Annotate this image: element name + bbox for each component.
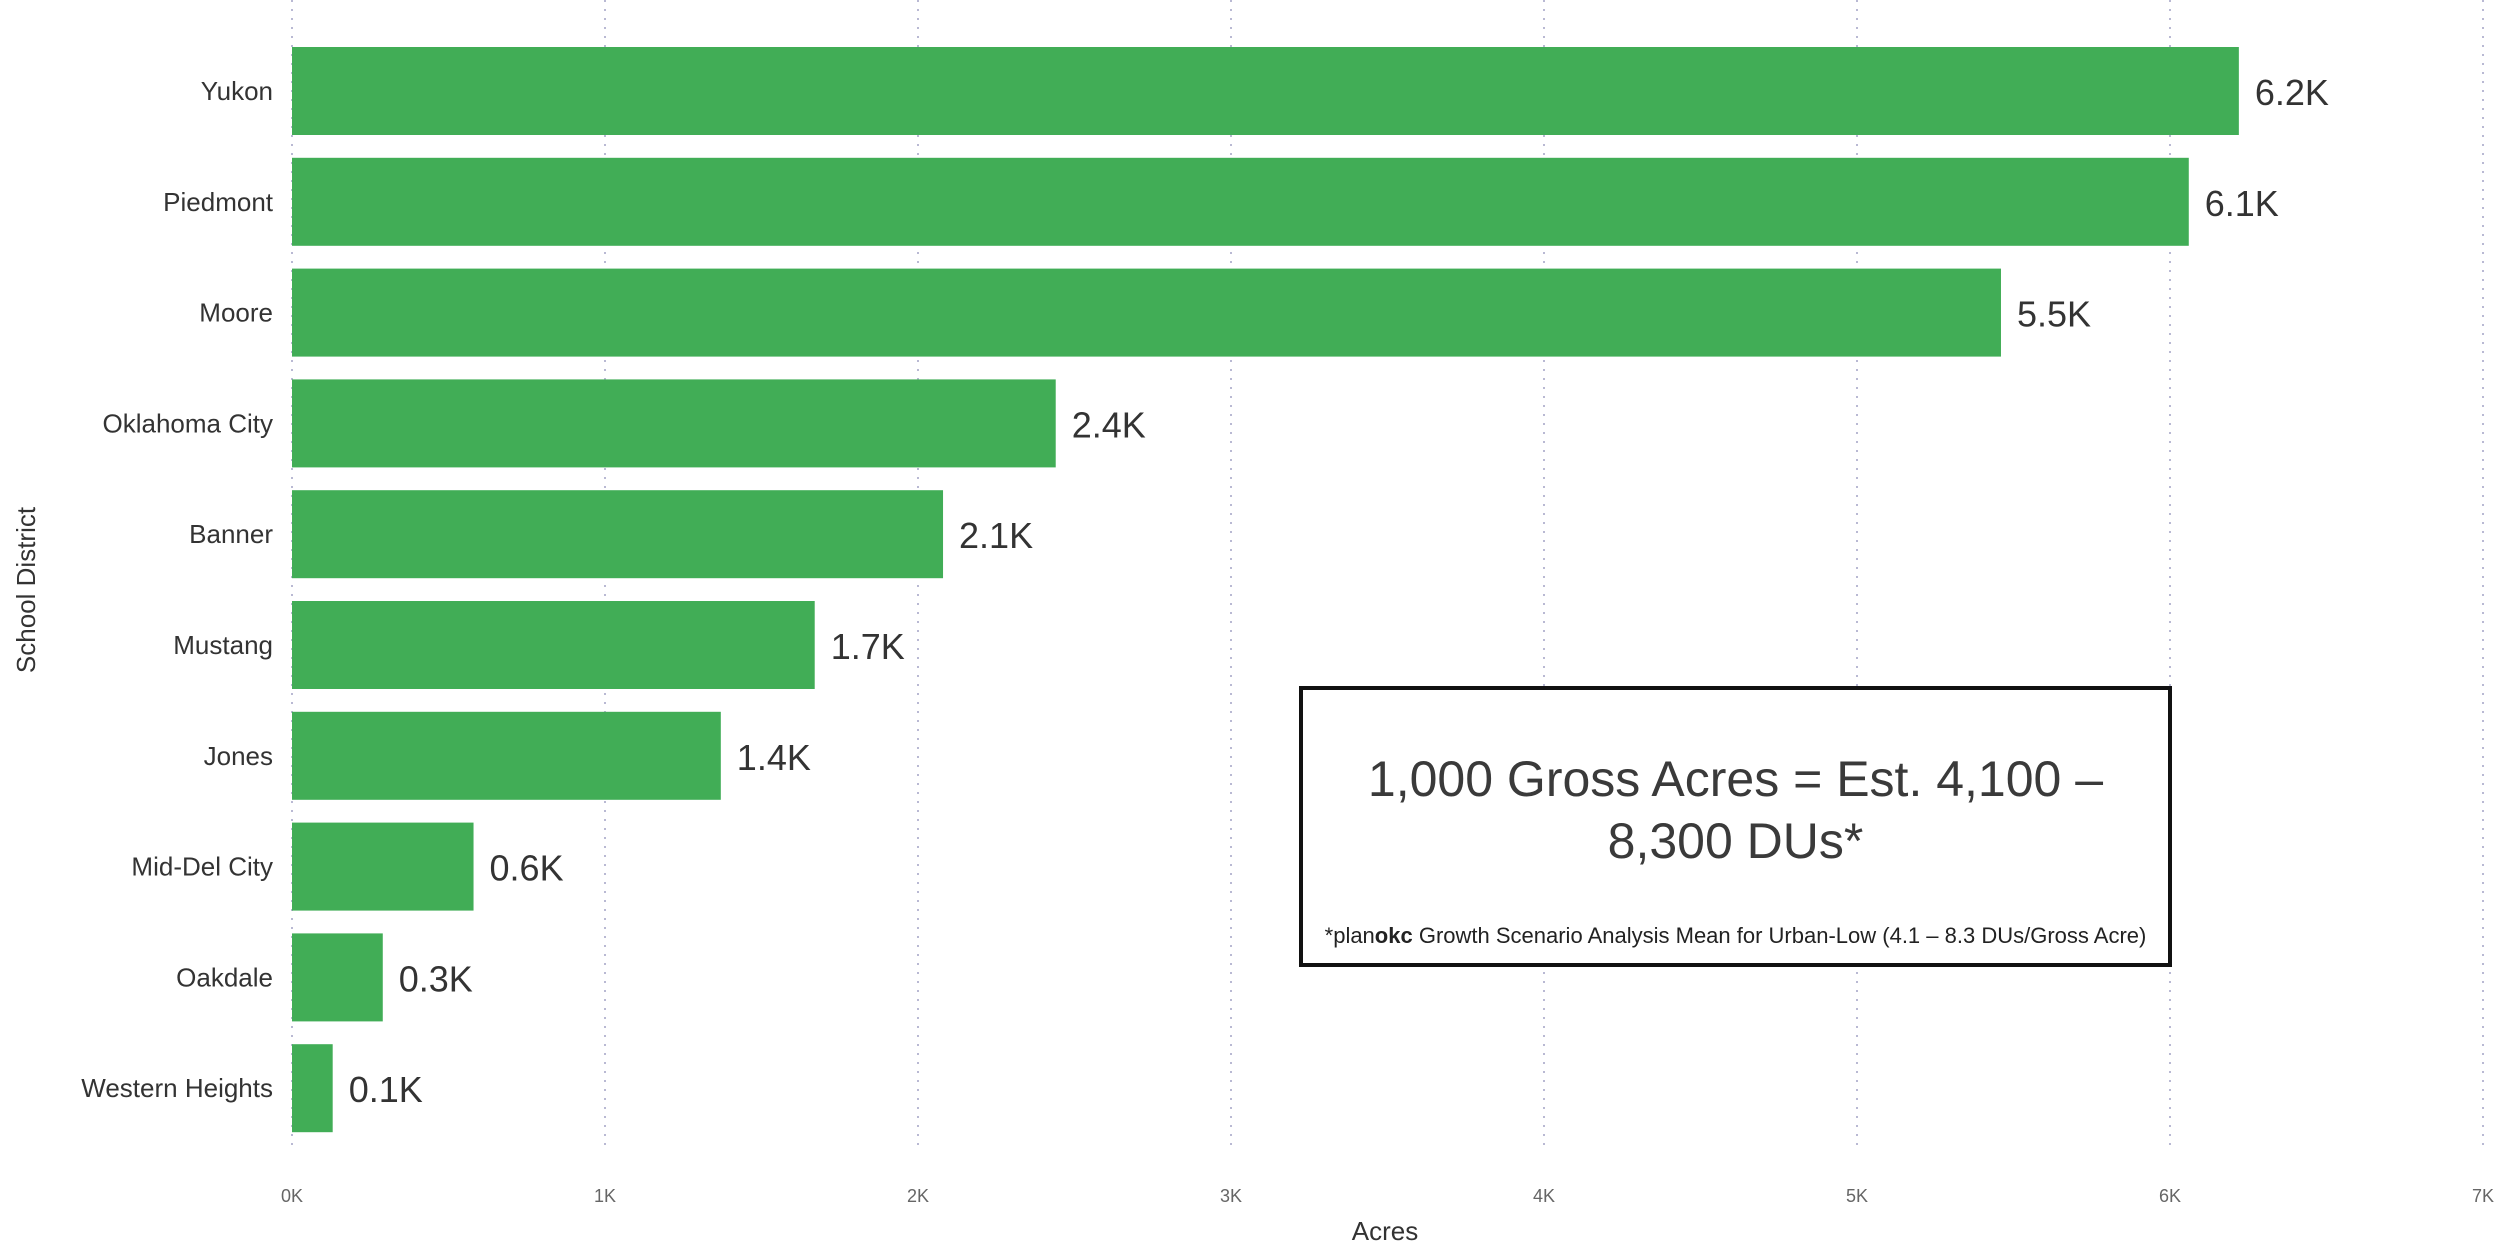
x-tick-label: 4K — [1533, 1186, 1555, 1206]
category-label: Banner — [189, 519, 273, 549]
category-label: Oklahoma City — [103, 408, 274, 438]
data-label: 6.2K — [2255, 72, 2329, 113]
category-label: Mid-Del City — [131, 852, 273, 882]
data-label: 2.4K — [1072, 404, 1146, 445]
x-tick-label: 5K — [1846, 1186, 1868, 1206]
x-tick-label: 2K — [907, 1186, 929, 1206]
bar — [292, 157, 2189, 246]
bar — [292, 1044, 333, 1133]
x-axis-title: Acres — [1352, 1216, 1418, 1242]
callout-foot-prefix: *plan — [1324, 923, 1375, 948]
x-tick-label: 3K — [1220, 1186, 1242, 1206]
data-label: 2.1K — [959, 515, 1033, 556]
data-label: 0.6K — [490, 848, 564, 889]
bar — [292, 47, 2239, 135]
bar — [292, 933, 383, 1022]
data-label: 0.3K — [399, 958, 473, 999]
category-label: Moore — [199, 298, 273, 328]
callout-footnote: *planokc Growth Scenario Analysis Mean f… — [1303, 923, 2168, 949]
x-tick-label: 0K — [281, 1186, 303, 1206]
callout-foot-bold: okc — [1374, 923, 1413, 948]
bar — [292, 601, 815, 689]
data-label: 5.5K — [2017, 294, 2091, 335]
bar — [292, 490, 944, 579]
category-label: Jones — [204, 741, 273, 771]
category-label: Yukon — [201, 76, 273, 106]
y-axis-title: School District — [11, 506, 41, 673]
category-label: Mustang — [173, 630, 273, 660]
x-tick-label: 6K — [2159, 1186, 2181, 1206]
bar — [292, 268, 2001, 357]
bar — [292, 379, 1056, 468]
bar — [292, 711, 721, 800]
category-label: Oakdale — [176, 962, 273, 992]
data-label: 6.1K — [2205, 183, 2279, 224]
data-label: 0.1K — [349, 1069, 423, 1110]
callout-box: 1,000 Gross Acres = Est. 4,100 – 8,300 D… — [1299, 686, 2172, 967]
data-label: 1.4K — [737, 737, 811, 778]
bar — [292, 822, 474, 911]
x-tick-label: 7K — [2472, 1186, 2494, 1206]
category-label: Western Heights — [81, 1073, 273, 1103]
x-tick-label: 1K — [594, 1186, 616, 1206]
category-label: Piedmont — [163, 187, 274, 217]
data-label: 1.7K — [831, 626, 905, 667]
callout-main-text: 1,000 Gross Acres = Est. 4,100 – 8,300 D… — [1367, 751, 2104, 869]
callout-foot-rest: Growth Scenario Analysis Mean for Urban-… — [1412, 923, 2147, 948]
